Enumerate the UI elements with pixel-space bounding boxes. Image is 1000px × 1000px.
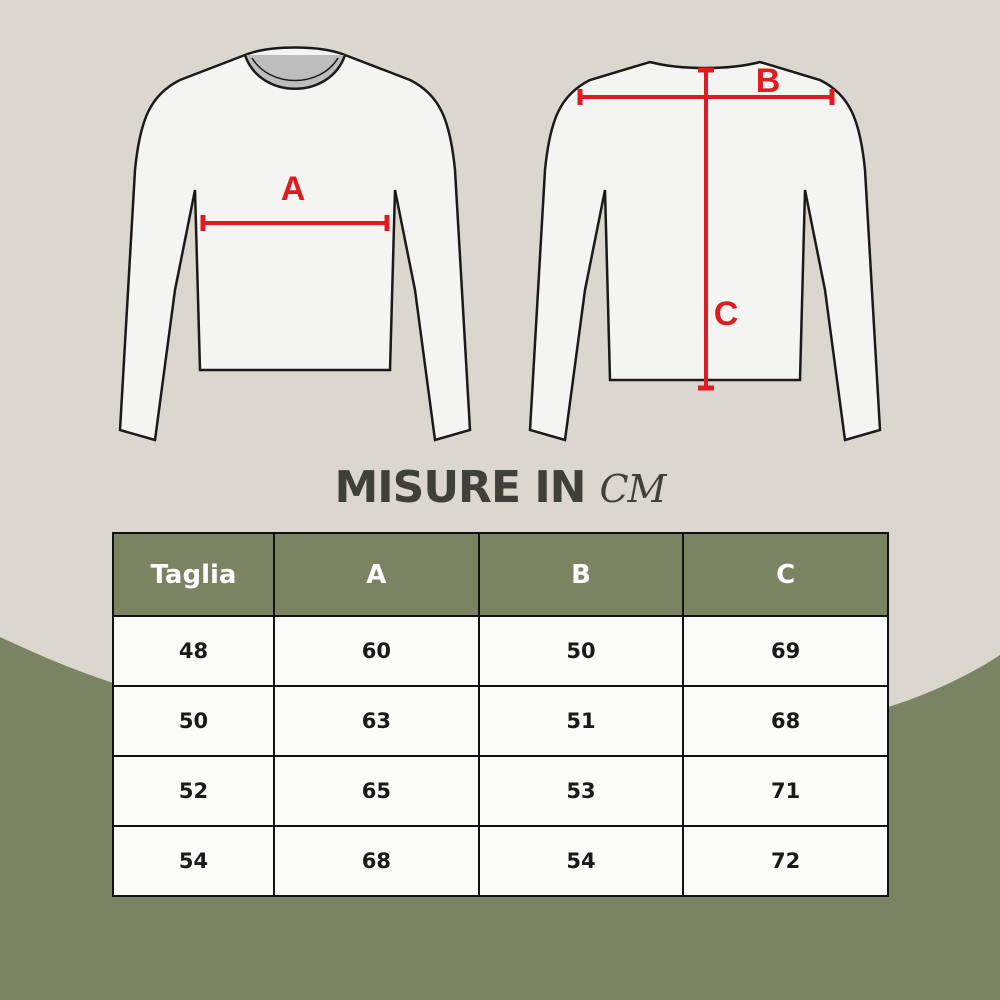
cell-size: 50 xyxy=(112,685,275,757)
cell-b: 54 xyxy=(477,825,685,897)
cell-size: 52 xyxy=(112,755,275,827)
measure-label-b: B xyxy=(756,62,781,100)
cell-a: 68 xyxy=(273,825,480,897)
table-row: 50 63 51 68 xyxy=(112,685,889,757)
table-row: 52 65 53 71 xyxy=(112,755,889,827)
cell-c: 72 xyxy=(682,825,889,897)
cell-c: 69 xyxy=(682,615,889,687)
table-header-row: Taglia A B C xyxy=(112,532,889,617)
back-shirt-illustration: B C xyxy=(528,60,882,442)
cell-a: 65 xyxy=(273,755,480,827)
cell-c: 68 xyxy=(682,685,889,757)
measure-label-a: A xyxy=(281,170,306,208)
table-row: 54 68 54 72 xyxy=(112,825,889,897)
header-c: C xyxy=(682,532,889,617)
cell-size: 54 xyxy=(112,825,275,897)
title-text: MISURE IN xyxy=(334,462,586,513)
table-row: 48 60 50 69 xyxy=(112,615,889,687)
measure-label-c: C xyxy=(714,295,739,333)
cell-a: 60 xyxy=(273,615,480,687)
header-b: B xyxy=(477,532,685,617)
front-shirt-illustration: A xyxy=(118,46,472,442)
title-unit: CM xyxy=(599,467,667,511)
cell-b: 51 xyxy=(477,685,685,757)
cell-a: 63 xyxy=(273,685,480,757)
cell-c: 71 xyxy=(682,755,889,827)
chart-title: MISURE IN CM xyxy=(0,462,1000,513)
cell-b: 53 xyxy=(477,755,685,827)
size-table: Taglia A B C 48 60 50 69 50 63 51 68 52 … xyxy=(112,532,889,897)
cell-size: 48 xyxy=(112,615,275,687)
header-size: Taglia xyxy=(112,532,275,617)
cell-b: 50 xyxy=(477,615,685,687)
header-a: A xyxy=(273,532,480,617)
